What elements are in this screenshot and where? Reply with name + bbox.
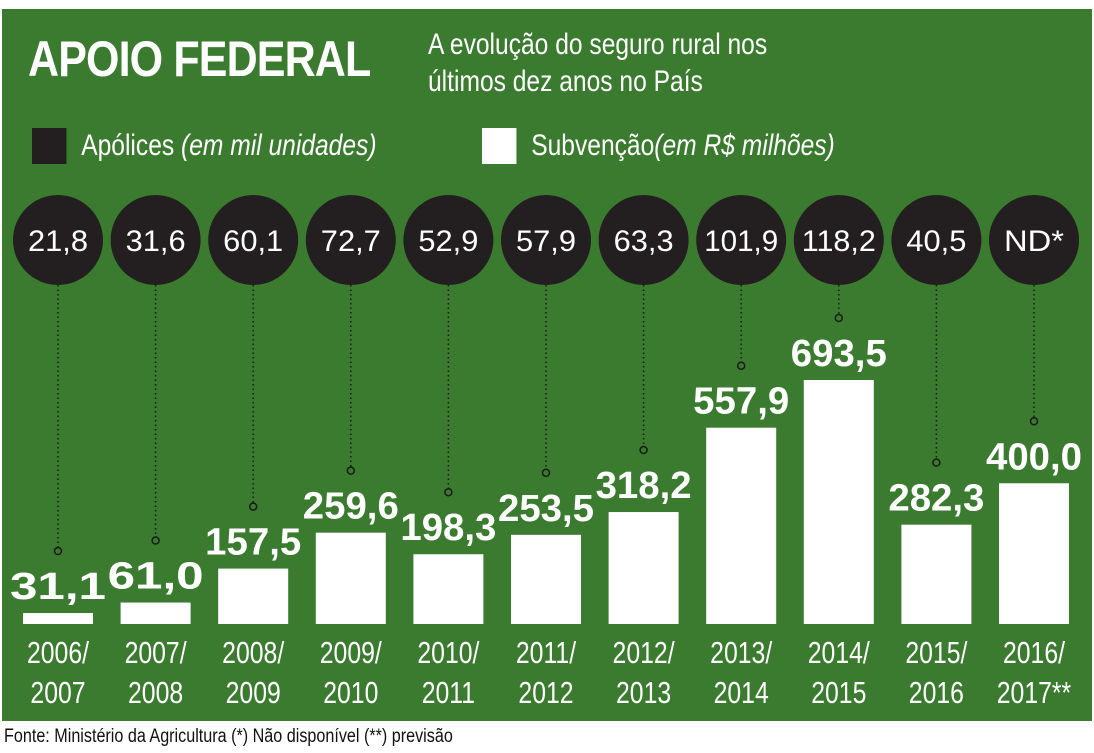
connector-dot	[151, 536, 160, 545]
connector-dot	[1029, 417, 1039, 426]
category-label-line1: 2012/	[613, 635, 675, 669]
connector-dot	[736, 361, 746, 370]
subvencao-value: 61,0	[108, 556, 204, 598]
category-label-line1: 2006/	[27, 635, 89, 669]
category-label-line1: 2016/	[1003, 635, 1065, 669]
category-label-line2: 2012	[518, 675, 573, 709]
subvencao-bar	[901, 524, 972, 624]
subvencao-value: 693,5	[791, 333, 887, 375]
apolices-value: 31,6	[126, 225, 186, 258]
category-label-line2: 2008	[128, 675, 183, 709]
subvencao-bar	[120, 602, 191, 624]
connector-dot	[248, 502, 258, 511]
legend-subvencao: Subvenção (em R$ milhões)	[482, 128, 835, 164]
subvencao-value: 557,9	[693, 381, 789, 423]
subvencao-value: 31,1	[10, 566, 106, 608]
apolices-circle	[891, 195, 982, 285]
apolices-circle	[403, 195, 494, 285]
subvencao-bar	[999, 483, 1069, 624]
category-label-line1: 2010/	[417, 635, 479, 669]
connector-dot	[932, 458, 941, 467]
category-label-line1: 2009/	[320, 635, 382, 669]
subvencao-value: 400,0	[986, 436, 1082, 478]
chart-subtitle: A evolução do seguro rural nos últimos d…	[428, 26, 767, 100]
category-label-line2: 2013	[616, 675, 671, 709]
category-label-line1: 2015/	[905, 635, 967, 669]
subvencao-bar	[218, 568, 289, 624]
apolices-value: 60,1	[223, 225, 283, 258]
subvencao-bar	[511, 534, 581, 624]
category-label-line2: 2011	[422, 675, 475, 709]
apolices-circle	[989, 195, 1079, 285]
category-label-line1: 2014/	[808, 635, 870, 669]
category-label-line2: 2017**	[997, 675, 1072, 709]
connector-dot	[53, 546, 63, 556]
subvencao-bar	[315, 532, 386, 624]
connector-dot	[639, 445, 648, 455]
apolices-value: 101,9	[704, 225, 778, 258]
apolices-value: 72,7	[321, 225, 381, 258]
subvencao-value: 253,5	[498, 488, 594, 530]
legend-unit: (em R$ milhões)	[654, 129, 835, 162]
apolices-value: 63,3	[614, 225, 674, 258]
subvencao-bar	[23, 613, 93, 624]
apolices-value: 118,2	[802, 225, 876, 258]
subvencao-value: 259,6	[303, 486, 399, 528]
legend-unit: (em mil unidades)	[181, 129, 377, 162]
apolices-circle	[13, 195, 103, 285]
category-label-line2: 2007	[30, 675, 85, 709]
category-label-line2: 2016	[909, 675, 964, 709]
subvencao-bar	[413, 554, 484, 624]
category-label-line1: 2013/	[710, 635, 772, 669]
connector-dot	[346, 466, 356, 475]
legend-swatch-black	[32, 128, 67, 164]
category-label-line1: 2011/	[516, 635, 576, 669]
subvencao-value: 198,3	[400, 507, 496, 549]
subvencao-value: 157,5	[205, 522, 301, 564]
category-label-line1: 2007/	[125, 635, 187, 669]
apolices-circle	[208, 195, 299, 285]
legend-label: Apólices	[81, 129, 175, 162]
apolices-circle	[110, 195, 201, 285]
category-label-line1: 2008/	[222, 635, 284, 669]
legend-label: Subvenção	[531, 129, 655, 162]
apolices-circle	[793, 195, 884, 285]
subtitle-line-1: A evolução do seguro rural nos	[428, 28, 768, 61]
subtitle-line-2: últimos dez anos no País	[428, 65, 703, 98]
chart-title: APOIO FEDERAL	[28, 31, 371, 87]
subvencao-value: 318,2	[596, 465, 692, 507]
category-label-line2: 2010	[323, 675, 378, 709]
apolices-circle	[501, 195, 591, 285]
source-footer: Fonte: Ministério da Agricultura (*) Não…	[4, 726, 453, 747]
subvencao-bar	[706, 427, 777, 624]
legend-swatch-white	[482, 128, 517, 164]
category-label-line2: 2009	[226, 675, 281, 709]
apolices-circle	[696, 195, 787, 285]
legend-apolices: Apólices (em mil unidades)	[32, 128, 377, 164]
category-label-line2: 2014	[714, 675, 769, 709]
apolices-circle	[598, 195, 689, 285]
connector-dot	[444, 487, 453, 497]
subvencao-bar	[803, 380, 874, 624]
apolices-circle	[305, 195, 396, 285]
apolices-value: 52,9	[418, 225, 478, 258]
apolices-value: 21,8	[28, 225, 88, 258]
subvencao-bar	[608, 512, 679, 624]
category-label-line2: 2015	[811, 675, 866, 709]
apolices-value: 40,5	[906, 225, 966, 258]
apolices-value: 57,9	[516, 225, 576, 258]
connector-dot	[541, 468, 551, 478]
connector-dot	[834, 313, 844, 323]
apolices-value: ND*	[1004, 225, 1064, 258]
subvencao-value: 282,3	[888, 478, 984, 520]
